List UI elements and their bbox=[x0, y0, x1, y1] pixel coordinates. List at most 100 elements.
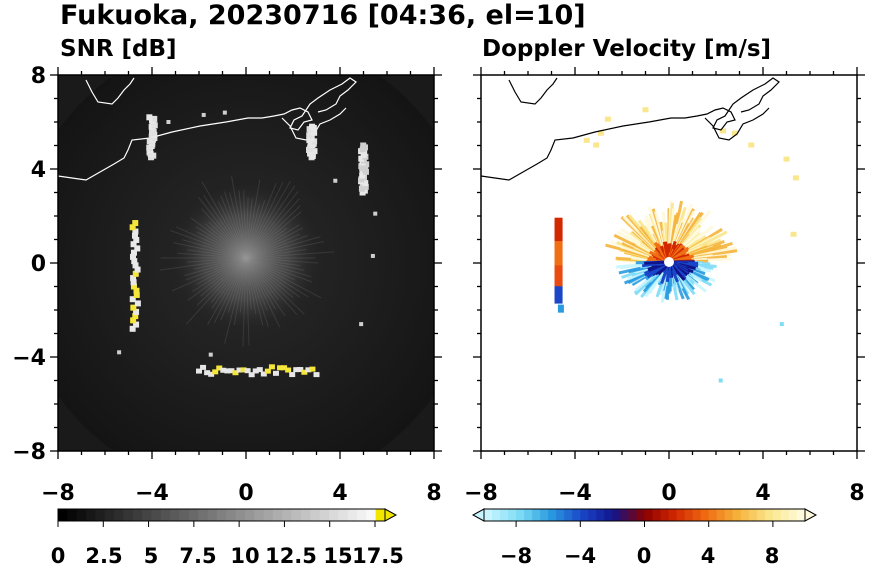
snr-colorbar-segment bbox=[254, 509, 265, 521]
snr-echo-pixel bbox=[361, 150, 368, 157]
snr-colorbar-segment bbox=[328, 509, 339, 521]
snr-clutter-ray bbox=[220, 195, 247, 259]
snr-clutter-ray bbox=[245, 257, 301, 267]
velocity-panel: −8 −4 0 4 8 bbox=[464, 67, 865, 506]
snr-echo-pixel bbox=[148, 123, 155, 130]
snr-clutter-ray bbox=[233, 257, 247, 325]
snr-echo-pixel bbox=[130, 249, 137, 256]
snr-echo-pixel bbox=[133, 308, 140, 315]
snr-clutter-ray bbox=[171, 257, 247, 292]
snr-clutter-ray bbox=[245, 191, 299, 259]
velocity-echo-pixel bbox=[554, 276, 563, 283]
snr-echo-pixel bbox=[134, 245, 141, 252]
snr-clutter-ray bbox=[217, 201, 247, 259]
snr-colorbar-segment bbox=[151, 509, 162, 521]
snr-echo-pixel bbox=[281, 365, 288, 371]
velocity-echo-pixel bbox=[554, 235, 563, 242]
snr-clutter-ray bbox=[187, 249, 247, 259]
snr-coastline-island bbox=[85, 77, 135, 105]
velocity-colorbar-segment bbox=[780, 509, 790, 521]
snr-echo-pixel bbox=[240, 367, 247, 373]
velocity-colorbar-segment bbox=[756, 509, 766, 521]
snr-clutter-ray bbox=[245, 235, 308, 259]
snr-xtick-label: −4 bbox=[135, 481, 169, 506]
snr-echo-pixel bbox=[131, 258, 138, 265]
snr-colorbar-segment bbox=[235, 509, 246, 521]
velocity-colorbar-segments bbox=[484, 509, 806, 521]
velocity-colorbar-segment bbox=[620, 509, 629, 521]
velocity-colorbar-label: −4 bbox=[564, 544, 596, 568]
snr-clutter-ray bbox=[245, 233, 300, 259]
snr-echo-pixel bbox=[130, 275, 137, 282]
snr-colorbar-segment bbox=[188, 509, 199, 521]
snr-echo-pixel bbox=[134, 300, 141, 307]
snr-clutter-ray bbox=[245, 211, 302, 259]
snr-clutter-ray bbox=[224, 257, 247, 344]
snr-colorbar-label: 7.5 bbox=[179, 544, 216, 568]
snr-echo-pixel bbox=[220, 367, 227, 373]
snr-clutter-ray bbox=[210, 257, 247, 304]
snr-clutter-ray bbox=[204, 223, 247, 259]
snr-clutter-ray bbox=[208, 221, 247, 259]
snr-echo-pixel bbox=[358, 185, 365, 192]
velocity-colorbar-segment bbox=[580, 509, 589, 521]
velocity-xtick-label: −8 bbox=[464, 481, 498, 506]
velocity-colorbar-segment bbox=[540, 509, 549, 521]
snr-clutter-ray bbox=[213, 257, 247, 323]
velocity-echo-pixel bbox=[554, 262, 563, 269]
velocity-colorbar-segment bbox=[548, 509, 557, 521]
snr-echo-pixel bbox=[132, 220, 139, 227]
snr-clutter-ray bbox=[245, 257, 319, 264]
velocity-coastline bbox=[481, 77, 780, 181]
snr-echo-pixel bbox=[204, 370, 211, 376]
snr-echo-pixel bbox=[293, 367, 300, 373]
snr-colorbar-segment bbox=[142, 509, 152, 521]
snr-echo-pixel bbox=[200, 364, 207, 370]
snr-echo-pixel bbox=[224, 368, 231, 374]
velocity-echo-pixel bbox=[583, 137, 590, 143]
snr-clutter-ray bbox=[245, 257, 268, 311]
snr-echo-pixel bbox=[373, 211, 378, 216]
snr-echo-pixel bbox=[129, 253, 136, 260]
snr-colorbar-segment bbox=[179, 509, 190, 521]
velocity-xtick-label: 8 bbox=[849, 481, 864, 506]
velocity-echoes bbox=[554, 107, 799, 383]
velocity-xtick-label: 0 bbox=[661, 481, 676, 506]
velocity-echo-pixel bbox=[554, 273, 563, 280]
velocity-echo-pixel bbox=[554, 287, 563, 294]
velocity-echo-pixel bbox=[554, 221, 563, 228]
snr-clutter-ray bbox=[245, 257, 277, 310]
snr-echo-pixel bbox=[133, 321, 140, 328]
velocity-echo-pixel bbox=[604, 116, 611, 122]
velocity-colorbar-segment bbox=[484, 509, 493, 521]
radar-center-marker bbox=[664, 257, 674, 267]
velocity-echo-pixel bbox=[554, 217, 563, 224]
velocity-echo-pixel bbox=[783, 156, 790, 162]
snr-clutter-ray bbox=[245, 179, 261, 259]
snr-clutter-ray bbox=[242, 257, 247, 347]
velocity-coastline-inlet bbox=[704, 107, 770, 141]
snr-echo-pixel bbox=[359, 322, 364, 327]
snr-clutter-ray bbox=[245, 257, 313, 283]
snr-colorbar-segment bbox=[272, 509, 283, 521]
snr-clutter-ray bbox=[245, 257, 305, 315]
figure-title: Fukuoka, 20230716 [04:36, el=10] bbox=[60, 0, 586, 31]
velocity-colorbar-segment bbox=[796, 509, 806, 521]
snr-clutter-ray bbox=[245, 257, 309, 298]
snr-echo-pixel bbox=[129, 325, 136, 332]
snr-echo-pixel bbox=[232, 370, 239, 376]
snr-echo-pixel bbox=[222, 110, 227, 115]
velocity-coastline-island bbox=[508, 77, 558, 105]
snr-clutter-ray bbox=[231, 175, 247, 259]
velocity-colorbar-segment bbox=[772, 509, 782, 521]
velocity-echo-pixel bbox=[720, 128, 727, 134]
snr-colorbar: 0 2.5 5 7.5 10 12.5 15 17.5 bbox=[51, 508, 404, 568]
snr-colorbar-segment bbox=[226, 509, 237, 521]
snr-center-rays bbox=[159, 175, 335, 347]
snr-clutter-ray bbox=[245, 185, 296, 259]
snr-clutter-ray bbox=[239, 257, 247, 313]
snr-echo-pixel bbox=[130, 241, 137, 248]
snr-echo-pixel bbox=[236, 367, 243, 373]
snr-echo-pixel bbox=[130, 317, 137, 324]
snr-clutter-ray bbox=[184, 257, 247, 277]
